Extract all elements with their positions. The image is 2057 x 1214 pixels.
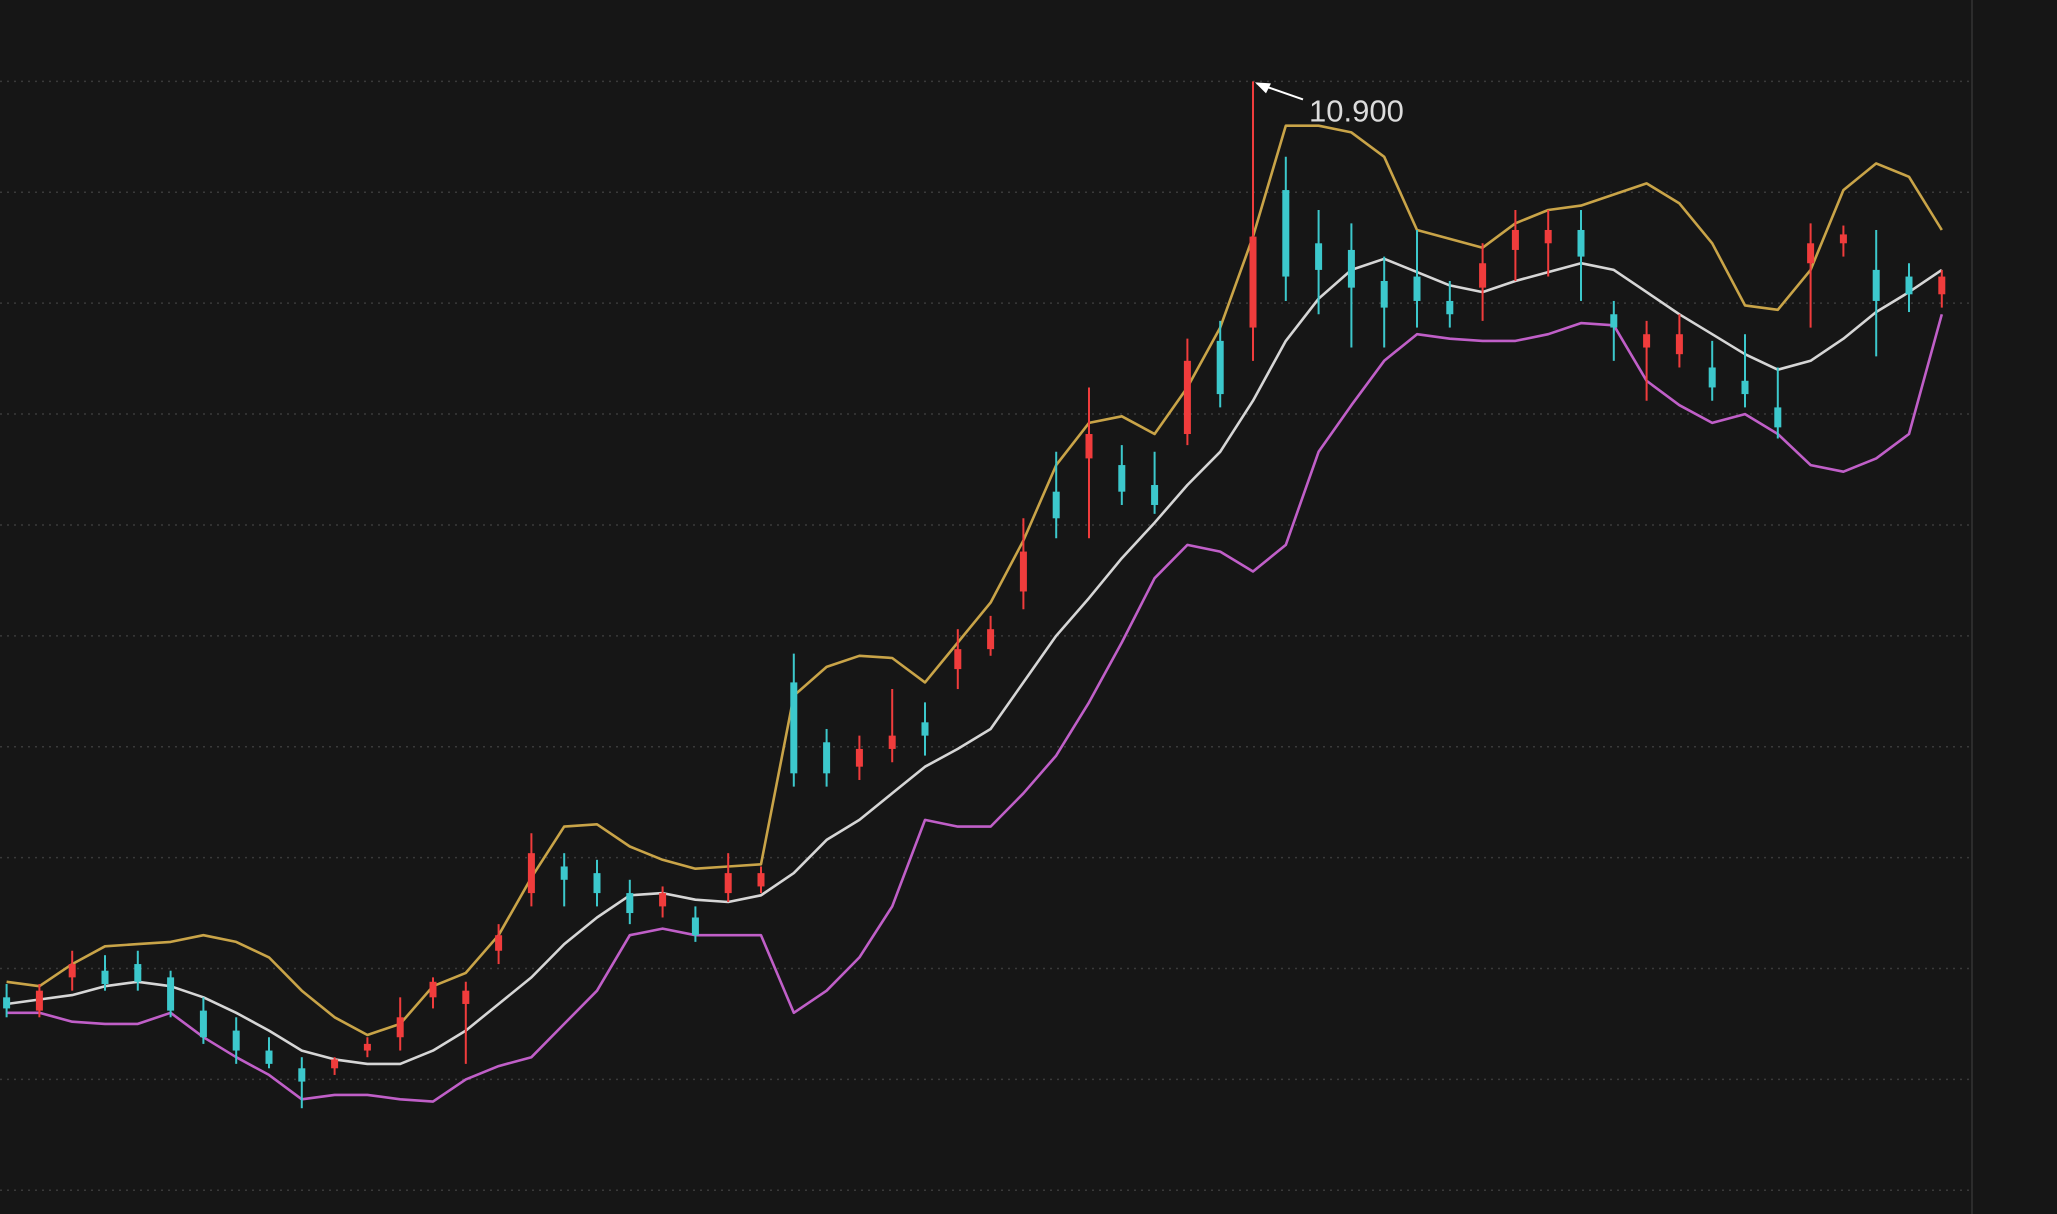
candle-body bbox=[1282, 190, 1290, 277]
candle-body bbox=[1347, 249, 1355, 288]
candle-body bbox=[462, 990, 470, 1004]
candle-body bbox=[527, 853, 535, 894]
candle-body bbox=[1675, 334, 1683, 355]
candle-body bbox=[1741, 380, 1749, 395]
candle-body bbox=[1807, 243, 1815, 264]
candle-body bbox=[3, 997, 11, 1009]
candle-body bbox=[1708, 367, 1716, 388]
candle-body bbox=[823, 742, 831, 774]
candle-body bbox=[68, 964, 76, 978]
candle-body bbox=[1774, 407, 1782, 428]
candle-body bbox=[1380, 280, 1388, 308]
candle-body bbox=[1643, 334, 1651, 348]
candle-body bbox=[954, 649, 962, 670]
candle-body bbox=[1151, 485, 1159, 505]
candle-body bbox=[691, 917, 699, 936]
candle-body bbox=[1577, 229, 1585, 257]
candle-body bbox=[1315, 243, 1323, 270]
candle-body bbox=[396, 1017, 404, 1038]
candle-body bbox=[1019, 551, 1027, 592]
candle-body bbox=[1249, 236, 1257, 328]
candle-body bbox=[626, 893, 634, 914]
band-line bbox=[6, 124, 1943, 1037]
candle-body bbox=[757, 873, 765, 887]
candle-body bbox=[331, 1059, 339, 1069]
candle-body bbox=[659, 893, 667, 907]
annotation-arrowhead bbox=[1255, 82, 1271, 94]
candle-body bbox=[1183, 360, 1191, 435]
candle-body bbox=[1413, 276, 1421, 301]
candle-body bbox=[724, 873, 732, 894]
candle-body bbox=[1118, 465, 1126, 492]
candle-body bbox=[560, 866, 568, 880]
candle-body bbox=[495, 935, 503, 951]
candle-body bbox=[1905, 276, 1913, 295]
candle-body bbox=[167, 977, 175, 1011]
candle-body bbox=[1872, 269, 1880, 301]
candle-body bbox=[199, 1010, 207, 1038]
candle-body bbox=[1052, 491, 1060, 519]
candle-body bbox=[790, 682, 798, 774]
band-line bbox=[6, 313, 1944, 1103]
candle-body bbox=[1839, 234, 1847, 244]
candle-body bbox=[101, 970, 109, 985]
candle-body bbox=[298, 1068, 306, 1082]
candle-body bbox=[593, 873, 601, 894]
candle-body bbox=[232, 1030, 240, 1051]
band-line bbox=[6, 257, 1943, 1066]
candle-body bbox=[1544, 229, 1552, 244]
candle-body bbox=[35, 990, 43, 1011]
annotation-label: 10.900 bbox=[1309, 93, 1404, 128]
candle-body bbox=[1511, 229, 1519, 250]
candle-body bbox=[1446, 300, 1454, 315]
candle-body bbox=[1610, 314, 1618, 328]
candle-body bbox=[134, 964, 142, 982]
candle-body bbox=[888, 735, 896, 749]
candle-body bbox=[429, 981, 437, 998]
candle-body bbox=[855, 748, 863, 767]
candle-body bbox=[987, 629, 995, 650]
candle-body bbox=[1938, 276, 1946, 295]
candle-body bbox=[921, 722, 929, 736]
candle-body bbox=[265, 1050, 273, 1064]
candle-body bbox=[1085, 434, 1093, 459]
candle-body bbox=[1216, 340, 1224, 395]
candle-body bbox=[1479, 263, 1487, 288]
candle-body bbox=[363, 1043, 371, 1051]
